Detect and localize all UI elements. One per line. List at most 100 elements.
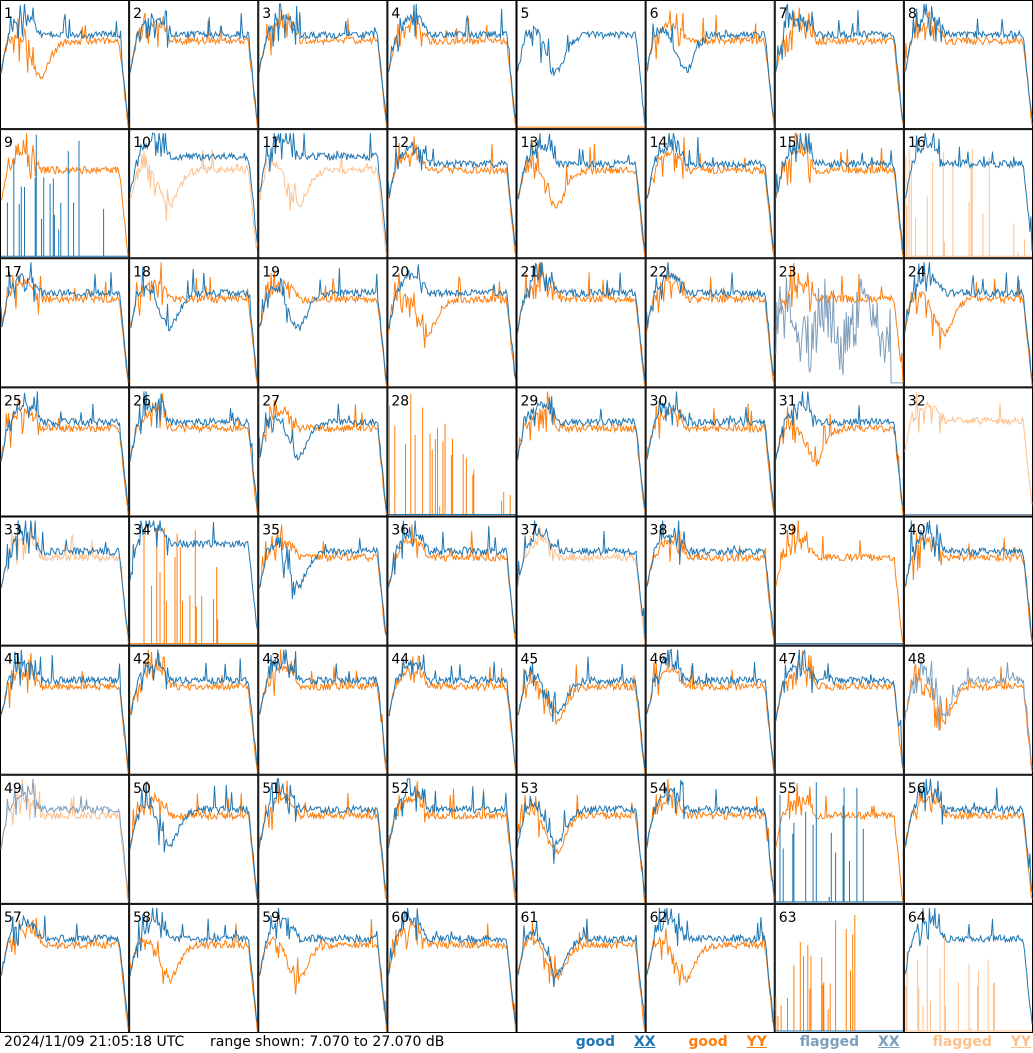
series-yy-tile-57 (0, 917, 129, 1030)
tile-label: 52 (391, 781, 409, 797)
series-xx-tile-40 (904, 520, 1033, 641)
tile-33: 33 (0, 516, 130, 646)
tile-label: 50 (133, 781, 151, 797)
series-yy-tile-48 (904, 664, 1033, 772)
tile-30: 30 (645, 387, 775, 517)
tile-label: 51 (262, 781, 280, 797)
series-yy-tile-17 (0, 274, 129, 383)
series-yy-tile-11 (259, 156, 387, 255)
tile-22: 22 (645, 258, 775, 388)
tile-14: 14 (645, 129, 775, 259)
series-yy-tile-31 (775, 406, 904, 515)
series-xx-tile-51 (258, 778, 387, 893)
tile-frame (387, 258, 517, 388)
tile-label: 3 (262, 6, 271, 22)
series-xx-tile-26 (129, 391, 258, 510)
series-xx-tile-64 (904, 907, 1033, 1024)
series-yy-tile-18 (129, 262, 258, 385)
series-yy-tile-61 (517, 921, 646, 1030)
series-xx-tile-6 (646, 23, 775, 118)
tile-28: 28 (387, 387, 517, 517)
tile-label: 12 (391, 135, 409, 151)
series-yy-tile-34 (130, 528, 258, 645)
tile-frame (387, 129, 517, 259)
tile-label: 10 (133, 135, 151, 151)
tile-label: 64 (908, 910, 926, 926)
footer: 2024/11/09 21:05:18 UTC range shown: 7.0… (0, 1033, 1033, 1053)
series-xx-tile-22 (646, 262, 775, 377)
series-yy-tile-54 (646, 778, 775, 899)
series-yy-tile-52 (387, 781, 516, 902)
series-yy-tile-45 (517, 664, 646, 773)
tile-label: 14 (650, 135, 668, 151)
series-yy-tile-3 (258, 9, 387, 127)
tile-16: 16 (903, 129, 1033, 259)
tile-2: 2 (129, 0, 259, 130)
legend-good-xx: good XX (575, 1034, 656, 1050)
tile-56: 56 (903, 774, 1033, 904)
tile-45: 45 (516, 645, 646, 775)
series-yy-tile-24 (904, 278, 1033, 386)
tile-label: 57 (4, 910, 22, 926)
tile-19: 19 (258, 258, 388, 388)
series-xx-tile-17 (0, 262, 129, 378)
series-xx-tile-35 (258, 537, 387, 636)
tile-27: 27 (258, 387, 388, 517)
series-xx-tile-58 (129, 907, 258, 1023)
tile-frame (387, 774, 517, 904)
tile-label: 18 (133, 264, 151, 280)
series-yy-tile-47 (775, 650, 904, 770)
series-yy-tile-29 (517, 391, 646, 511)
series-xx-tile-53 (517, 795, 646, 893)
series-yy-tile-36 (387, 524, 516, 641)
tile-label: 63 (779, 910, 797, 926)
tile-21: 21 (516, 258, 646, 388)
series-yy-tile-21 (517, 262, 646, 386)
series-xx-tile-61 (517, 918, 646, 1024)
tile-frame (516, 516, 646, 646)
tile-17: 17 (0, 258, 130, 388)
series-xx-tile-36 (387, 520, 516, 634)
series-xx-tile-10 (129, 132, 258, 243)
series-xx-tile-41 (0, 649, 129, 769)
tile-label: 30 (650, 393, 668, 409)
series-yy-tile-35 (258, 524, 387, 635)
tile-label: 1 (4, 6, 13, 22)
tile-label: 37 (521, 523, 539, 539)
series-yy-tile-32 (904, 391, 1033, 505)
tile-frame (387, 0, 517, 130)
tile-label: 61 (521, 910, 539, 926)
tile-29: 29 (516, 387, 646, 517)
tile-frame (516, 129, 646, 259)
series-xx-tile-21 (517, 262, 646, 382)
series-xx-tile-7 (775, 4, 904, 121)
tile-frame (774, 0, 904, 130)
series-yy-tile-59 (258, 919, 387, 1032)
series-yy-tile-13 (517, 142, 646, 257)
series-yy-tile-14 (646, 137, 775, 257)
tile-53: 53 (516, 774, 646, 904)
series-yy-tile-42 (129, 649, 258, 772)
tile-34: 34 (129, 516, 259, 646)
tile-10: 10 (129, 129, 259, 259)
tile-frame (258, 387, 388, 517)
tile-12: 12 (387, 129, 517, 259)
tile-frame (129, 645, 259, 775)
series-yy-tile-23 (775, 262, 904, 383)
tile-frame (645, 645, 775, 775)
series-xx-tile-19 (258, 268, 387, 382)
series-yy-tile-64 (904, 933, 1032, 1032)
tile-frame (129, 387, 259, 517)
tile-label: 21 (521, 264, 539, 280)
series-yy-tile-53 (517, 794, 646, 902)
series-xx-tile-38 (646, 520, 775, 638)
tile-18: 18 (129, 258, 259, 388)
tile-15: 15 (774, 129, 904, 259)
legend-flagged-xx: flagged XX (799, 1034, 900, 1050)
series-yy-tile-12 (387, 136, 516, 256)
tile-frame (645, 258, 775, 388)
tile-26: 26 (129, 387, 259, 517)
tile-frame (0, 387, 130, 517)
tile-frame (774, 258, 904, 388)
